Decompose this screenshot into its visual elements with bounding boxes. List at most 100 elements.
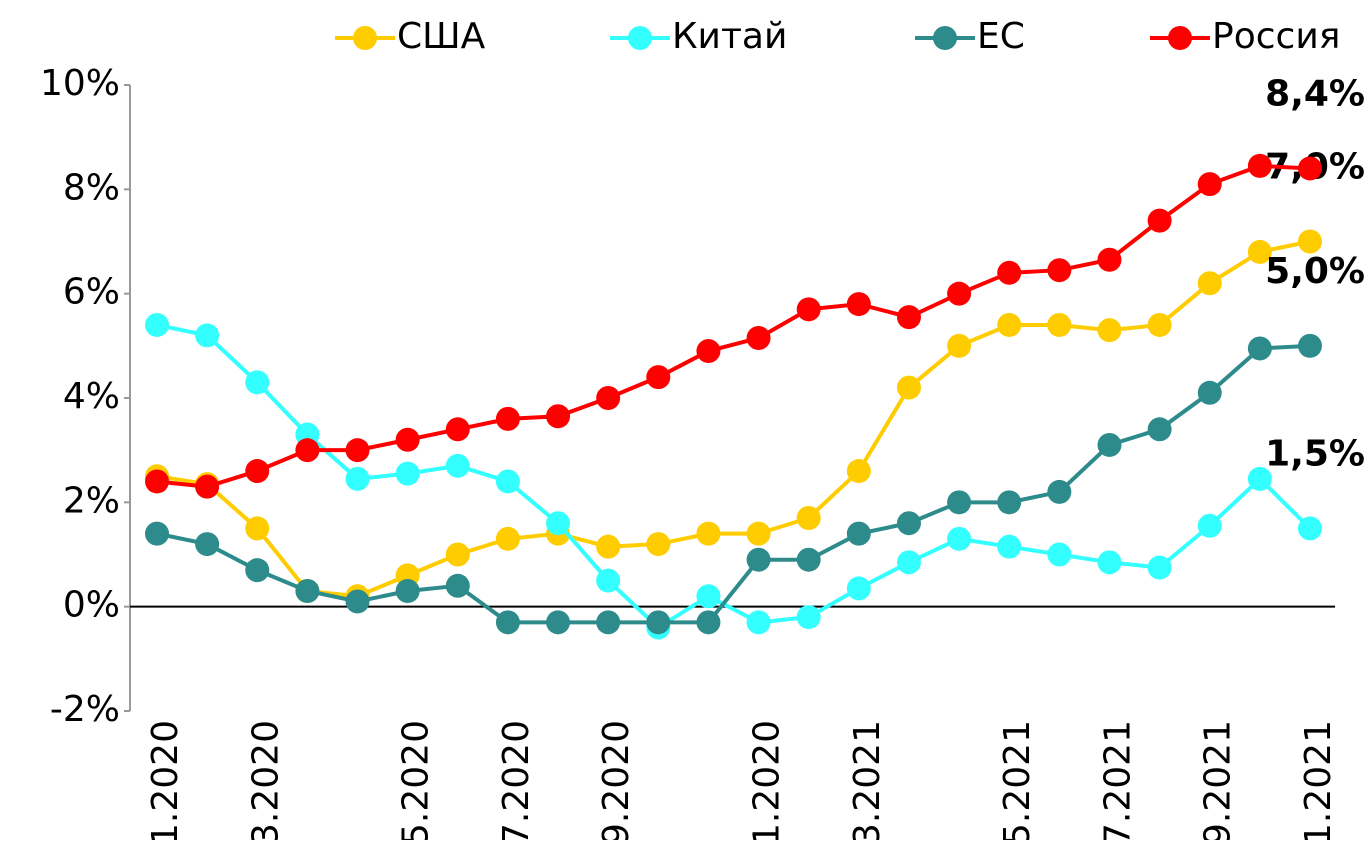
data-point <box>1298 229 1322 254</box>
legend-marker <box>1168 26 1192 50</box>
data-point <box>947 490 972 515</box>
y-tick-label: 0% <box>63 585 120 626</box>
data-point <box>1247 336 1272 361</box>
x-tick-label: 05.2020 <box>396 720 437 840</box>
data-point <box>746 326 771 351</box>
data-point <box>596 610 621 635</box>
data-point <box>947 526 972 551</box>
data-point <box>345 589 370 614</box>
data-point <box>1247 239 1272 264</box>
data-point <box>1247 466 1272 491</box>
data-point <box>646 532 671 557</box>
data-point <box>1047 479 1072 504</box>
y-tick-label: 8% <box>63 167 120 208</box>
data-point <box>846 521 871 546</box>
y-tick-label: 10% <box>40 63 120 104</box>
data-point <box>896 375 921 400</box>
data-point <box>445 453 470 478</box>
data-point <box>846 576 871 601</box>
x-tick-label: 03.2021 <box>847 720 888 840</box>
data-point <box>646 365 671 390</box>
data-point <box>295 579 320 604</box>
data-point <box>796 505 821 530</box>
data-point <box>1247 153 1272 178</box>
data-point <box>495 469 520 494</box>
y-tick-label: 4% <box>63 376 120 417</box>
data-point <box>1147 208 1172 233</box>
data-point <box>395 427 420 452</box>
data-point <box>696 610 721 635</box>
data-point <box>445 417 470 442</box>
data-point <box>1298 333 1322 358</box>
data-point <box>1197 380 1222 405</box>
data-point <box>1097 432 1122 457</box>
data-point <box>495 610 520 635</box>
data-point <box>646 610 671 635</box>
data-point <box>195 323 220 348</box>
value-label: 1,5% <box>1265 433 1365 474</box>
data-point <box>245 516 270 541</box>
data-point <box>846 292 871 317</box>
data-point <box>245 370 270 395</box>
data-point <box>1047 542 1072 567</box>
data-point <box>596 386 621 410</box>
data-point <box>1298 516 1322 541</box>
data-point <box>1197 172 1222 197</box>
legend-marker <box>933 26 957 50</box>
data-point <box>997 534 1022 559</box>
data-point <box>1097 550 1122 575</box>
data-point <box>1097 318 1122 343</box>
data-point <box>145 521 169 546</box>
series-line <box>156 323 1312 631</box>
data-point <box>1147 312 1172 337</box>
data-point <box>546 404 571 429</box>
data-point <box>395 461 420 486</box>
data-point <box>796 297 821 322</box>
value-label: 5,0% <box>1265 251 1365 292</box>
x-tick-label: 03.2020 <box>245 720 286 840</box>
y-tick-label: 2% <box>63 480 120 521</box>
data-point <box>145 312 169 337</box>
data-point <box>696 584 721 609</box>
y-tick-label: -2% <box>50 689 120 730</box>
data-point <box>495 406 520 431</box>
x-tick-label: 09.2021 <box>1198 720 1239 840</box>
data-point <box>796 605 821 630</box>
data-point <box>145 469 169 494</box>
data-point <box>896 550 921 575</box>
data-point <box>997 490 1022 515</box>
x-tick-label: 09.2020 <box>596 720 637 840</box>
data-point <box>345 466 370 491</box>
data-point <box>896 511 921 536</box>
data-point <box>596 568 621 593</box>
data-point <box>245 558 270 583</box>
x-tick-label: 11.2020 <box>747 720 788 840</box>
y-tick-label: 6% <box>63 272 120 313</box>
data-point <box>746 521 771 546</box>
series-line <box>156 239 1311 599</box>
x-tick-label: 11.2021 <box>1298 720 1339 840</box>
x-tick-label: 01.2020 <box>145 720 186 840</box>
data-point <box>1047 312 1072 337</box>
data-point <box>696 339 721 364</box>
data-point <box>1197 271 1222 296</box>
data-point <box>1147 417 1172 442</box>
data-point <box>1047 258 1072 283</box>
legend-marker <box>353 26 377 50</box>
data-point <box>1197 513 1222 538</box>
value-label: 8,4% <box>1265 73 1365 114</box>
x-tick-label: 05.2021 <box>997 720 1038 840</box>
legend-label: США <box>397 16 486 57</box>
data-point <box>295 438 320 463</box>
legend-label: Россия <box>1212 16 1340 57</box>
legend-label: Китай <box>672 16 787 57</box>
data-point <box>997 312 1022 337</box>
data-point <box>1147 555 1172 580</box>
data-point <box>195 474 220 499</box>
x-tick-label: 07.2020 <box>496 720 537 840</box>
x-tick-label: 07.2021 <box>1097 720 1138 840</box>
data-point <box>395 579 420 604</box>
legend-label: ЕС <box>977 16 1025 57</box>
data-point <box>746 610 771 635</box>
